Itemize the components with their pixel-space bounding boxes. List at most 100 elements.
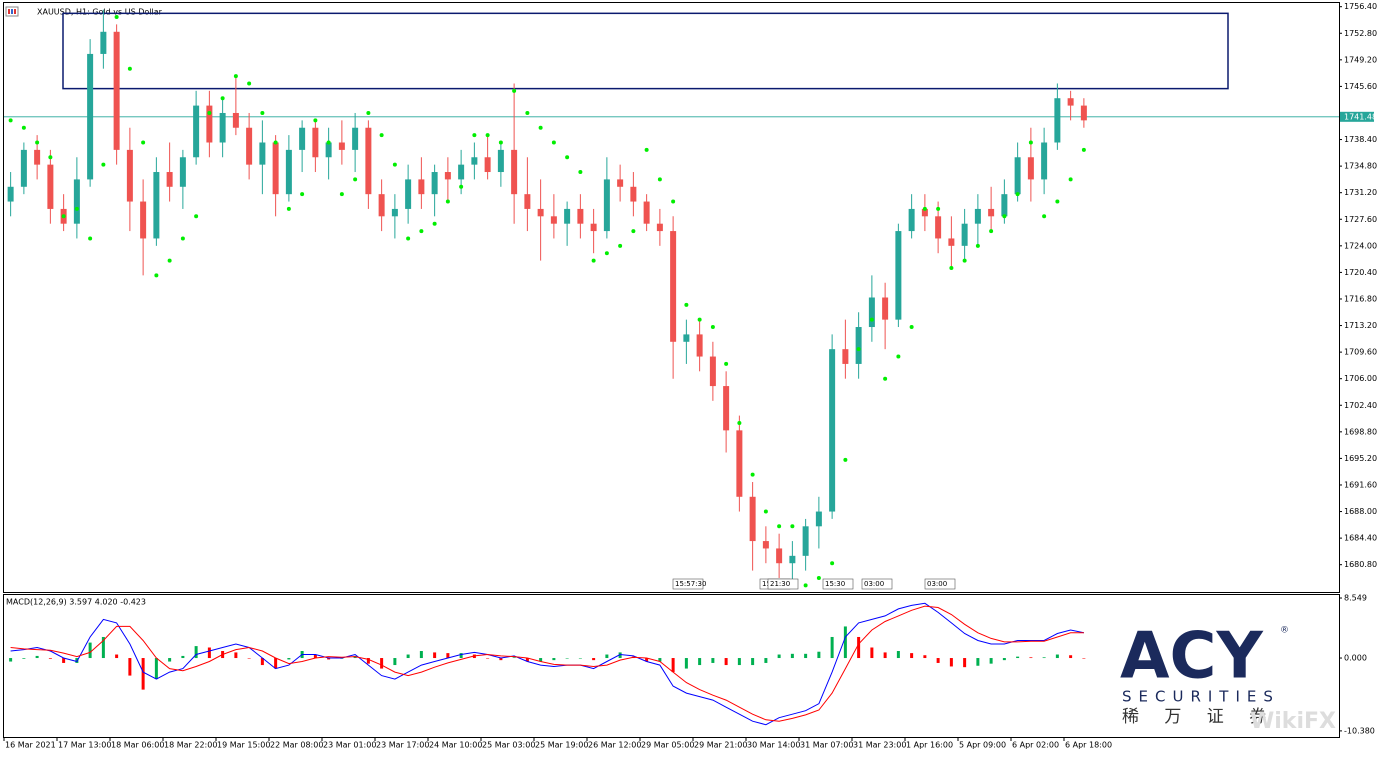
sar-dot (604, 251, 609, 256)
sar-dot (1028, 140, 1033, 145)
macd-histogram-bar (168, 658, 172, 662)
macd-histogram-bar (963, 658, 967, 668)
candle-body (948, 238, 955, 246)
macd-histogram-bar (777, 654, 781, 659)
macd-histogram-bar (115, 654, 119, 659)
candle-body (577, 208, 584, 224)
sar-dot (432, 221, 437, 226)
macd-histogram-bar (936, 658, 940, 663)
watermark: WikiFX (1250, 709, 1336, 734)
candle-body (113, 31, 120, 150)
sar-dot (485, 133, 490, 138)
sar-dot (684, 302, 689, 307)
sar-dot (167, 258, 172, 263)
sar-dot (591, 258, 596, 263)
macd-title: MACD(12,26,9) 3.597 4.020 -0.423 (6, 598, 146, 607)
candle-body (524, 194, 531, 209)
macd-histogram-bar (35, 655, 39, 659)
macd-histogram-bar (989, 658, 993, 664)
macd-histogram-bar (181, 655, 185, 659)
macd-histogram-bar (327, 658, 331, 660)
sar-dot (498, 140, 503, 145)
macd-histogram-bar (790, 653, 794, 659)
macd-histogram-bar (128, 658, 132, 676)
macd-histogram-bar (684, 658, 688, 669)
sar-dot (631, 229, 636, 234)
sar-dot (816, 575, 821, 580)
sar-dot (419, 229, 424, 234)
macd-histogram-bar (366, 658, 370, 664)
sar-dot (339, 192, 344, 197)
candle-body (365, 127, 372, 195)
candle-body (34, 149, 41, 165)
macd-histogram-bar (552, 658, 556, 661)
macd-histogram-bar (698, 658, 702, 666)
candle-body (246, 127, 253, 165)
candle-body (299, 127, 306, 150)
y-tick-label: 1691.60 (1344, 480, 1377, 489)
sar-dot (525, 110, 530, 115)
x-tick-label: 6 Apr 02:00 (1012, 741, 1059, 750)
candle-body (153, 172, 160, 239)
candle-body (709, 356, 716, 387)
macd-histogram-bar (565, 658, 569, 659)
macd-y-tick-label: 8.549 (1344, 594, 1367, 603)
y-tick-label: 1720.40 (1344, 268, 1377, 277)
candle-body (590, 223, 597, 232)
sar-dot (21, 125, 26, 130)
macd-histogram-bar (433, 652, 437, 659)
macd-histogram-bar (486, 658, 490, 659)
candle-body (670, 231, 677, 342)
macd-histogram-bar (910, 653, 914, 659)
sar-dot (194, 214, 199, 219)
resistance-zone (62, 12, 1229, 90)
candle-body (961, 223, 968, 246)
sar-dot (856, 347, 861, 352)
candle-body (126, 149, 133, 202)
sar-dot (273, 140, 278, 145)
macd-histogram-bar (207, 647, 211, 659)
sar-dot (909, 325, 914, 330)
candle-body (537, 208, 544, 217)
y-tick-label: 1713.20 (1344, 321, 1377, 330)
candle-body (259, 142, 266, 165)
sar-dot (1055, 199, 1060, 204)
event-box (924, 578, 956, 590)
macd-histogram-bar (22, 658, 26, 659)
macd-histogram-bar (923, 655, 927, 659)
x-tick-label: 5 Apr 09:00 (959, 741, 1006, 750)
macd-main-line (10, 602, 1085, 726)
y-tick-label: 1716.80 (1344, 294, 1377, 303)
candle-body (974, 208, 981, 224)
y-tick-label: 1734.80 (1344, 162, 1377, 171)
candle-body (232, 112, 239, 128)
x-tick-label: 30 Mar 14:00 (747, 741, 800, 750)
sar-dot (869, 317, 874, 322)
candle-body (179, 157, 186, 187)
sar-dot (922, 206, 927, 211)
candle-body (921, 208, 928, 217)
event-label: 03:00 (927, 580, 947, 588)
macd-histogram-bar (578, 658, 582, 659)
y-tick-label: 1738.40 (1344, 135, 1377, 144)
sar-dot (286, 206, 291, 211)
x-tick-label: 25 Mar 03:00 (482, 741, 535, 750)
candle-body (696, 334, 703, 357)
brand-logo: ACY ® SECURITIES 稀 万 证 券 WikiFX (1120, 620, 1336, 734)
macd-histogram-bar (592, 658, 596, 661)
candle-body (1027, 157, 1034, 180)
sar-dot (127, 66, 132, 71)
macd-panel (3, 594, 1340, 738)
macd-histogram-bar (194, 646, 198, 659)
sar-dot (406, 236, 411, 241)
macd-histogram-bar (393, 658, 397, 666)
macd-histogram-bar (247, 658, 251, 659)
sar-dot (830, 561, 835, 566)
chart-title: XAUUSD, H1: Gold vs US Dollar (37, 8, 163, 17)
candle-body (988, 208, 995, 217)
macd-histogram-bar (976, 658, 980, 666)
sar-dot (61, 214, 66, 219)
sar-dot (644, 147, 649, 152)
x-tick-label: 24 Mar 10:00 (429, 741, 482, 750)
candle-body (100, 31, 107, 54)
